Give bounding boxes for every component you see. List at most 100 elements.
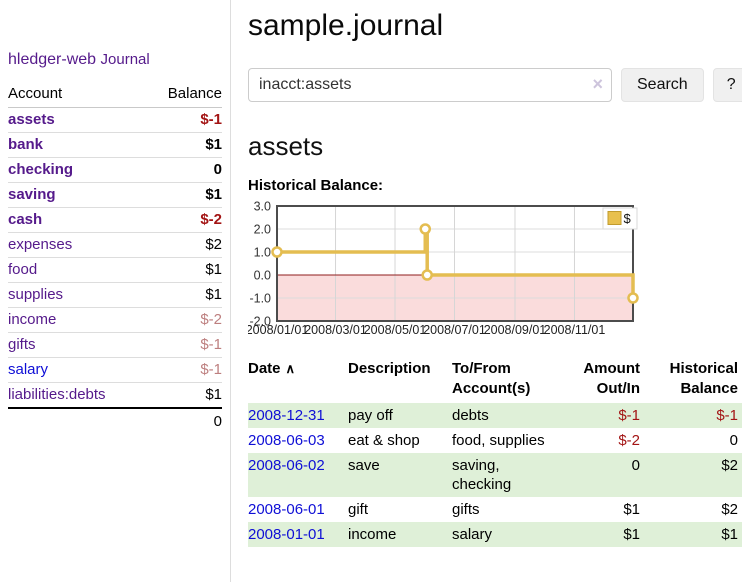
transaction-date-link[interactable]: 2008-12-31 — [248, 407, 325, 424]
account-balance: 0 — [158, 157, 222, 183]
account-link-assets[interactable]: assets — [8, 111, 55, 128]
search-input[interactable] — [248, 68, 612, 102]
accounts-header-row: Account Balance — [8, 84, 222, 108]
transaction-accounts: salary — [452, 526, 493, 543]
register-header-date: Date ∧ — [248, 360, 296, 377]
transaction-amount: $1 — [623, 526, 640, 543]
svg-text:2008/05/01: 2008/05/01 — [364, 323, 427, 337]
accounts-table: Account Balance assets $-1 bank $1 check… — [8, 84, 222, 434]
register-table: Date ∧ Description To/From Account(s) Amo… — [248, 357, 742, 547]
brand-link[interactable]: hledger-web — [8, 51, 97, 68]
transaction-balance: 0 — [729, 432, 738, 449]
legend-label: $ — [624, 211, 632, 226]
account-link-checking[interactable]: checking — [8, 161, 74, 178]
chart-title: Historical Balance: — [248, 177, 384, 194]
account-row-saving: saving $1 — [8, 182, 222, 208]
transaction-date-link[interactable]: 2008-06-01 — [248, 501, 325, 518]
svg-text:2008/09/01: 2008/09/01 — [484, 323, 547, 337]
transaction-balance: $2 — [721, 501, 738, 518]
account-balance: $-1 — [158, 332, 222, 358]
search-form: × Search ? — [248, 68, 742, 102]
balance-chart: 3.0 2.0 1.0 0.0 -1.0 -2.0 2008/01/01 2008/03/01… — [246, 199, 728, 339]
transaction-date-link[interactable]: 2008-06-03 — [248, 432, 325, 449]
data-point-marker — [421, 269, 433, 281]
account-row-cash: cash $-2 — [8, 207, 222, 233]
account-balance: $1 — [158, 282, 222, 308]
account-link-food[interactable]: food — [8, 261, 38, 278]
account-row-food: food $1 — [8, 257, 222, 283]
transaction-description: income — [348, 526, 397, 543]
account-link-income[interactable]: income — [8, 311, 57, 328]
svg-text:-2.0: -2.0 — [249, 315, 271, 329]
clear-search-icon[interactable]: × — [592, 74, 603, 94]
transaction-accounts: food, supplies — [452, 432, 545, 449]
legend-swatch — [607, 211, 622, 225]
account-balance: $2 — [158, 232, 222, 258]
account-heading: assets — [248, 131, 324, 161]
account-link-supplies[interactable]: supplies — [8, 286, 64, 303]
account-row-salary: salary $-1 — [8, 357, 222, 383]
account-link-expenses[interactable]: expenses — [8, 236, 73, 253]
svg-text:-1.0: -1.0 — [249, 292, 271, 306]
transaction-amount: $-2 — [618, 432, 640, 449]
sidebar-item-journal[interactable]: Journal — [100, 51, 150, 68]
account-balance: $-2 — [158, 307, 222, 333]
balance-chart-svg: 3.0 2.0 1.0 0.0 -1.0 -2.02008/01/012008/03/01… — [246, 200, 639, 337]
transaction-description: save — [348, 457, 380, 474]
svg-text:1.0: 1.0 — [254, 246, 271, 260]
account-row-expenses: expenses $2 — [8, 232, 222, 258]
search-button[interactable]: Search — [621, 68, 704, 102]
account-balance: $-1 — [200, 111, 222, 128]
account-balance: $-2 — [158, 207, 222, 233]
transaction-balance: $1 — [721, 526, 738, 543]
transaction-amount: $1 — [623, 501, 640, 518]
svg-text:2008/03/01: 2008/03/01 — [304, 323, 367, 337]
register-row: 2008-06-02 save saving, checking 0 $2 — [248, 453, 742, 497]
account-link-gifts[interactable]: gifts — [8, 336, 36, 353]
page-title: sample.journal — [248, 9, 444, 42]
register-row: 2008-06-03 eat & shop food, supplies $-2… — [248, 428, 742, 453]
transaction-accounts: debts — [452, 407, 489, 424]
register-row: 2008-12-31 pay off debts $-1 $-1 — [248, 403, 742, 428]
data-point-marker — [627, 292, 639, 304]
transaction-date-link[interactable]: 2008-06-02 — [248, 457, 325, 474]
transaction-amount: 0 — [631, 457, 640, 474]
account-row-bank: bank $1 — [8, 132, 222, 158]
account-row-liabilities-debts: liabilities:debts $1 — [8, 382, 222, 408]
data-point-marker — [419, 223, 432, 235]
account-link-bank[interactable]: bank — [8, 136, 44, 153]
sort-asc-icon: ∧ — [285, 361, 296, 376]
account-row-supplies: supplies $1 — [8, 282, 222, 308]
account-link-salary[interactable]: salary — [8, 361, 49, 378]
svg-text:2.0: 2.0 — [254, 223, 271, 237]
svg-text:3.0: 3.0 — [254, 200, 271, 214]
accounts-header-balance: Balance — [158, 84, 222, 108]
svg-text:0.0: 0.0 — [254, 269, 271, 283]
account-link-cash[interactable]: cash — [8, 211, 43, 228]
accounts-total-value: 0 — [158, 407, 222, 434]
account-balance: $-1 — [158, 357, 222, 383]
register-header-row: Date ∧ Description To/From Account(s) Amo… — [248, 357, 742, 403]
account-row-income: income $-2 — [8, 307, 222, 333]
svg-text:2008/07/01: 2008/07/01 — [423, 323, 486, 337]
account-link-saving[interactable]: saving — [8, 186, 56, 203]
transaction-date-link[interactable]: 2008-01-01 — [248, 526, 325, 543]
register-header-description: Description — [348, 360, 431, 377]
account-row-assets: assets $-1 — [8, 108, 222, 133]
transaction-accounts: gifts — [452, 501, 480, 518]
account-balance: $1 — [158, 257, 222, 283]
account-row-checking: checking 0 — [8, 157, 222, 183]
account-balance: $1 — [158, 132, 222, 158]
transaction-balance: $2 — [721, 457, 738, 474]
transaction-accounts: saving, checking — [452, 457, 512, 493]
transaction-balance: $-1 — [716, 407, 738, 424]
svg-text:2008/01/01: 2008/01/01 — [248, 323, 308, 337]
main-content: sample.journal × Search ? assets Histori… — [231, 0, 742, 582]
transaction-description: gift — [348, 501, 369, 518]
data-point-marker — [271, 246, 283, 258]
help-button[interactable]: ? — [712, 68, 742, 102]
accounts-header-account: Account — [8, 84, 158, 108]
account-row-gifts: gifts $-1 — [8, 332, 222, 358]
account-link-liabilities-debts[interactable]: liabilities:debts — [8, 386, 106, 403]
transaction-description: pay off — [348, 407, 393, 424]
